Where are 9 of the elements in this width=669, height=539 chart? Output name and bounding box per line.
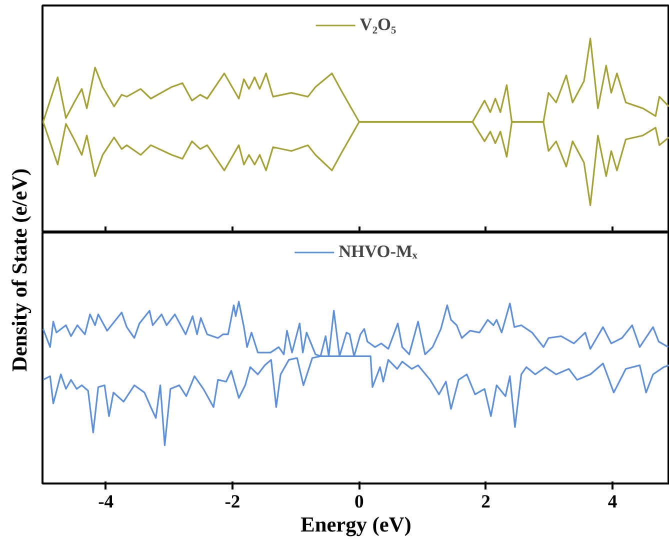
legend-label: V₂O₅ xyxy=(360,15,396,35)
x-tick-label: -2 xyxy=(224,492,240,512)
y-axis-title: Density of State (e/eV) xyxy=(8,168,32,372)
x-tick-label: 4 xyxy=(608,492,618,512)
legend-label: NHVO-Mₓ xyxy=(338,242,418,262)
x-tick-label: 0 xyxy=(354,492,364,512)
x-tick-label: 2 xyxy=(481,492,490,512)
x-axis-title: Energy (eV) xyxy=(300,512,412,536)
x-tick-label: -4 xyxy=(98,492,114,512)
